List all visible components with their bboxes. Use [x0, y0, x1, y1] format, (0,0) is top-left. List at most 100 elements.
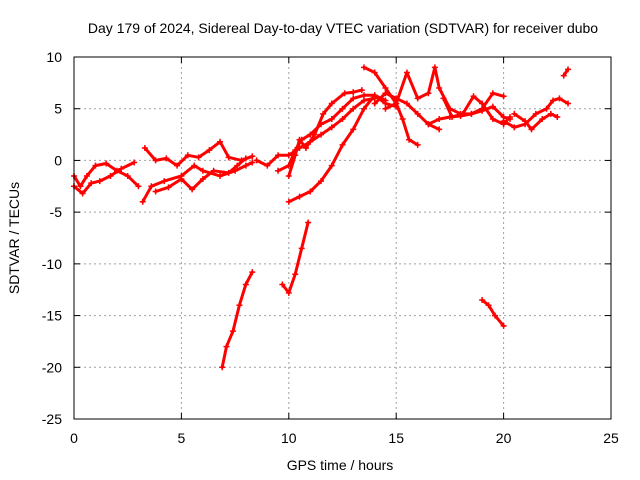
x-tick-label: 15: [388, 430, 404, 446]
data-point: [440, 95, 447, 102]
data-point: [360, 97, 367, 104]
data-point: [414, 95, 421, 102]
data-point: [148, 183, 155, 190]
data-point: [328, 162, 335, 169]
data-point: [195, 154, 202, 161]
data-point: [152, 157, 159, 164]
data-point: [350, 95, 357, 102]
data-point: [77, 183, 84, 190]
data-point: [350, 105, 357, 112]
data-point: [318, 178, 325, 185]
data-point: [83, 172, 90, 179]
series-line: [220, 270, 254, 369]
data-point: [206, 147, 213, 154]
y-tick-label: -10: [42, 256, 62, 272]
data-point: [199, 176, 206, 183]
y-tick-label: 10: [46, 49, 62, 65]
data-point: [485, 302, 492, 309]
data-point: [163, 155, 170, 162]
data-point: [92, 162, 99, 169]
series-pass-13: [371, 90, 443, 133]
data-point: [285, 289, 292, 296]
data-point: [285, 198, 292, 205]
data-point: [184, 152, 191, 159]
data-point: [96, 178, 103, 185]
data-layer: [71, 64, 572, 371]
data-point: [236, 302, 243, 309]
data-point: [318, 131, 325, 138]
y-tick-label: 5: [54, 101, 62, 117]
data-point: [296, 136, 303, 143]
data-point: [217, 138, 224, 145]
data-point: [547, 110, 554, 117]
data-point: [449, 113, 456, 120]
data-point: [328, 116, 335, 123]
data-point: [436, 126, 443, 133]
x-tick-label: 5: [178, 430, 186, 446]
series-pass-20: [560, 66, 572, 79]
data-point: [431, 64, 438, 71]
data-point: [393, 100, 400, 107]
data-point: [468, 110, 475, 117]
data-point: [382, 105, 389, 112]
data-point: [339, 105, 346, 112]
data-point: [131, 159, 138, 166]
data-point: [189, 186, 196, 193]
data-point: [118, 165, 125, 172]
data-point: [311, 131, 318, 138]
data-point: [292, 271, 299, 278]
data-point: [371, 92, 378, 99]
data-point: [436, 85, 443, 92]
data-point: [219, 364, 226, 371]
data-point: [406, 136, 413, 143]
data-point: [414, 110, 421, 117]
data-point: [479, 100, 486, 107]
data-point: [242, 281, 249, 288]
data-point: [492, 312, 499, 319]
data-point: [103, 160, 110, 167]
data-point: [371, 69, 378, 76]
data-point: [507, 113, 514, 120]
tick-marks: [73, 56, 612, 420]
data-point: [139, 198, 146, 205]
data-point: [382, 100, 389, 107]
data-point: [275, 152, 282, 159]
data-point: [249, 153, 256, 160]
data-point: [500, 322, 507, 329]
data-point: [511, 110, 518, 117]
data-point: [242, 155, 249, 162]
y-tick-labels: -25 -20 -15 -10 -5 0 5 10: [42, 49, 62, 427]
data-point: [350, 89, 357, 96]
y-tick-label: -20: [42, 359, 62, 375]
data-point: [302, 145, 309, 152]
data-point: [328, 124, 335, 131]
data-point: [285, 172, 292, 179]
data-point: [339, 141, 346, 148]
data-point: [339, 116, 346, 123]
data-point: [275, 167, 282, 174]
data-point: [500, 118, 507, 125]
series-pass-19: [511, 110, 561, 133]
plot-frame: [73, 56, 612, 420]
series-pass-7: [253, 95, 378, 169]
data-point: [554, 113, 561, 120]
data-point: [292, 152, 299, 159]
series-line: [143, 140, 254, 168]
data-point: [399, 116, 406, 123]
y-axis-label: SDTVAR / TECUs: [6, 182, 22, 294]
x-tick-labels: 0 5 10 15 20 25: [70, 430, 619, 446]
data-point: [264, 162, 271, 169]
data-point: [124, 172, 131, 179]
data-point: [489, 90, 496, 97]
series-line: [280, 221, 310, 295]
data-point: [191, 162, 198, 169]
series-pass-6: [219, 269, 256, 371]
y-tick-label: -15: [42, 308, 62, 324]
series-pass-18: [500, 95, 572, 131]
data-point: [279, 281, 286, 288]
data-point: [249, 269, 256, 276]
data-point: [225, 169, 232, 176]
chart-title: Day 179 of 2024, Sidereal Day-to-day VTE…: [88, 20, 598, 36]
data-point: [382, 90, 389, 97]
